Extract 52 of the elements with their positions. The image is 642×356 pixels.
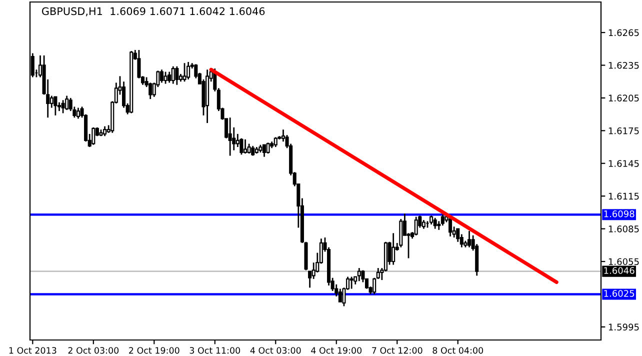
- candlestick: [76, 107, 80, 120]
- candlestick: [392, 232, 396, 266]
- x-tick-label: 7 Oct 12:00: [372, 347, 422, 354]
- candlestick: [182, 62, 186, 82]
- candlestick: [414, 216, 418, 236]
- y-tick-label: 1.5995: [608, 324, 639, 330]
- candlestick: [65, 95, 69, 111]
- candlestick: [262, 144, 266, 158]
- candlestick: [171, 66, 175, 84]
- candlestick: [92, 126, 96, 146]
- candlestick: [274, 136, 278, 148]
- candlestick: [357, 267, 361, 282]
- ref-line-label: 1.6046: [604, 267, 634, 274]
- candlestick: [168, 71, 172, 84]
- candlestick: [54, 96, 58, 116]
- x-tick-label: 1 Oct 2013: [9, 347, 56, 354]
- candlestick: [164, 71, 168, 84]
- ref-line-label: 1.6098: [604, 210, 634, 218]
- x-tick-label: 2 Oct 19:00: [129, 347, 180, 354]
- candlestick: [175, 66, 179, 86]
- x-tick-label: 2 Oct 03:00: [68, 347, 119, 354]
- candlestick: [160, 68, 164, 84]
- ref-line-label: 1.6025: [604, 290, 634, 297]
- x-tick-label: 4 Oct 03:00: [250, 347, 301, 354]
- candlestick: [240, 138, 244, 156]
- candlestick: [186, 61, 190, 80]
- candlestick: [251, 145, 255, 156]
- y-tick-label: 1.6055: [608, 258, 639, 266]
- y-tick-label: 1.6085: [608, 226, 639, 232]
- candlestick: [350, 276, 354, 290]
- x-tick-label: 4 Oct 19:00: [311, 347, 362, 354]
- candlestick: [247, 143, 251, 154]
- candlestick: [228, 116, 232, 156]
- candlestick: [338, 288, 342, 303]
- candlestick: [399, 218, 403, 248]
- candlestick: [440, 214, 444, 226]
- y-tick-label: 1.6205: [608, 94, 639, 102]
- y-tick-label: 1.6235: [608, 62, 639, 69]
- y-tick-label: 1.6175: [608, 127, 639, 134]
- x-tick-label: 8 Oct 04:00: [432, 347, 484, 354]
- chart-title: GBPUSD,H1 1.6069 1.6071 1.6042 1.6046: [42, 7, 265, 16]
- candlestick: [433, 217, 437, 230]
- x-tick-label: 3 Oct 11:00: [190, 347, 240, 354]
- y-tick-label: 1.6115: [608, 192, 639, 200]
- candlestick: [243, 138, 248, 154]
- candlestick: [103, 126, 107, 137]
- candlestick: [50, 95, 54, 108]
- candlestick: [467, 230, 472, 248]
- candlestick: [61, 99, 65, 114]
- candlestick: [266, 142, 270, 154]
- y-tick-label: 1.6265: [608, 29, 639, 36]
- y-tick-label: 1.6145: [608, 160, 639, 167]
